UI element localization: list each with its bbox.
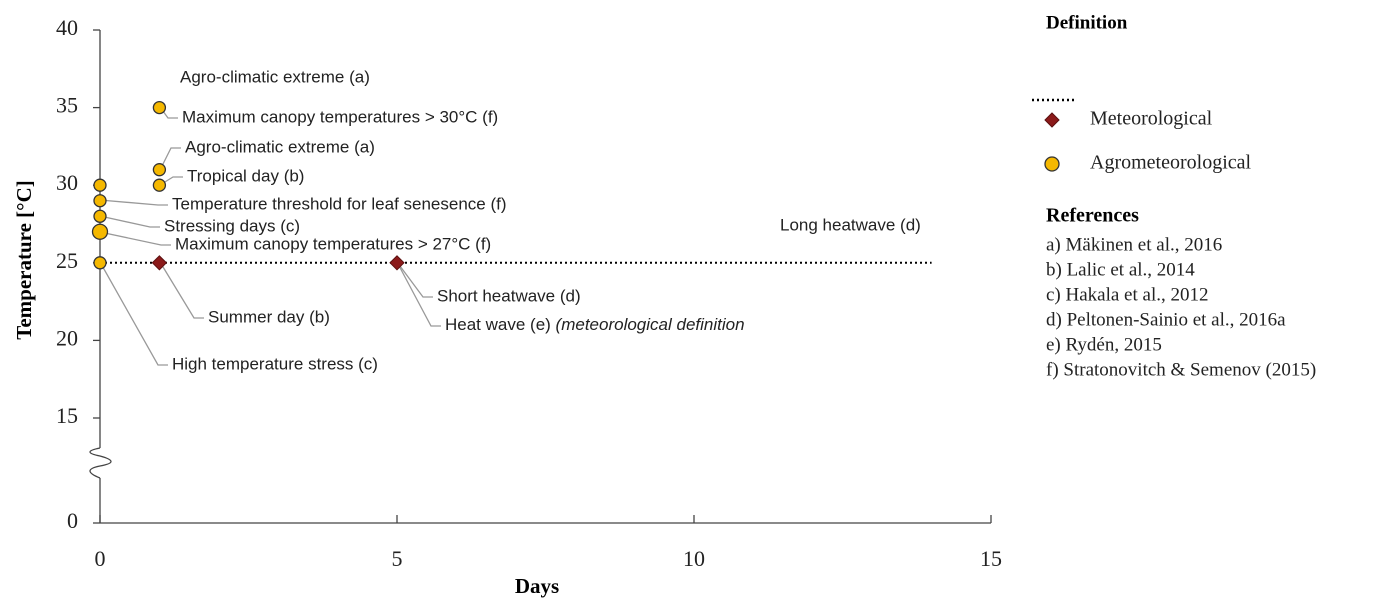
annotation: Tropical day (b) <box>187 166 304 185</box>
data-point <box>152 100 167 115</box>
x-tick-label: 15 <box>980 546 1002 571</box>
y-tick-label: 25 <box>56 248 78 273</box>
annotation: Heat wave (e) (meteorological definition <box>445 315 745 334</box>
reference: f) Stratonovitch & Semenov (2015) <box>1046 359 1316 380</box>
annotation: Agro-climatic extreme (a) <box>180 67 370 86</box>
annotation: Stressing days (c) <box>164 216 300 235</box>
y-tick-label: 0 <box>67 508 78 533</box>
leader-line <box>99 199 168 206</box>
y-tick-label: 20 <box>56 325 78 350</box>
leader-line <box>159 147 181 171</box>
y-tick-label: 30 <box>56 170 78 195</box>
reference: e) Rydén, 2015 <box>1046 334 1162 355</box>
x-tick-label: 10 <box>683 546 705 571</box>
annotation: Maximum canopy temperatures > 27°C (f) <box>175 234 491 253</box>
data-point <box>93 209 107 223</box>
annotation: Temperature threshold for leaf senesence… <box>172 194 507 213</box>
y-tick-label: 15 <box>56 403 78 428</box>
data-point <box>152 163 167 177</box>
annotation: Agro-climatic extreme (a) <box>185 137 375 156</box>
data-point <box>93 178 107 192</box>
y-tick-label: 40 <box>56 15 78 40</box>
reference: a) Mäkinen et al., 2016 <box>1046 234 1222 255</box>
y-tick-label: 35 <box>56 93 78 118</box>
y-axis-label: Temperature [°C] <box>12 180 36 339</box>
leader-line <box>99 261 168 366</box>
legend-swatch <box>1044 156 1060 172</box>
leader-line <box>99 231 171 246</box>
x-tick-label: 5 <box>392 546 403 571</box>
annotation: Long heatwave (d) <box>780 215 921 234</box>
leader-line <box>396 261 441 327</box>
data-point <box>152 178 167 192</box>
reference: b) Lalic et al., 2014 <box>1046 259 1195 280</box>
x-tick-label: 0 <box>95 546 106 571</box>
leader-line <box>159 261 204 319</box>
reference: c) Hakala et al., 2012 <box>1046 284 1208 305</box>
annotation-part: Heat wave (e) <box>445 315 556 334</box>
annotation: Summer day (b) <box>208 307 330 326</box>
data-point <box>389 255 405 271</box>
legend-title: Definition <box>1046 12 1128 33</box>
leader-line <box>396 261 433 298</box>
annotation: Maximum canopy temperatures > 30°C (f) <box>182 107 498 126</box>
data-point <box>93 194 107 208</box>
data-point <box>91 223 109 240</box>
annotation-part: (meteorological definition <box>556 315 745 334</box>
data-point <box>151 255 168 271</box>
annotation: Short heatwave (d) <box>437 286 581 305</box>
references-title: References <box>1046 205 1139 227</box>
annotation: High temperature stress (c) <box>172 354 378 373</box>
x-axis-label: Days <box>515 574 559 598</box>
data-point <box>93 256 107 270</box>
legend-swatch <box>1044 112 1060 128</box>
leader-line <box>99 215 160 228</box>
axis-break <box>89 447 112 479</box>
legend-label: Agrometeorological <box>1090 152 1251 174</box>
legend-label: Meteorological <box>1090 108 1213 130</box>
reference: d) Peltonen-Sainio et al., 2016a <box>1046 309 1286 330</box>
